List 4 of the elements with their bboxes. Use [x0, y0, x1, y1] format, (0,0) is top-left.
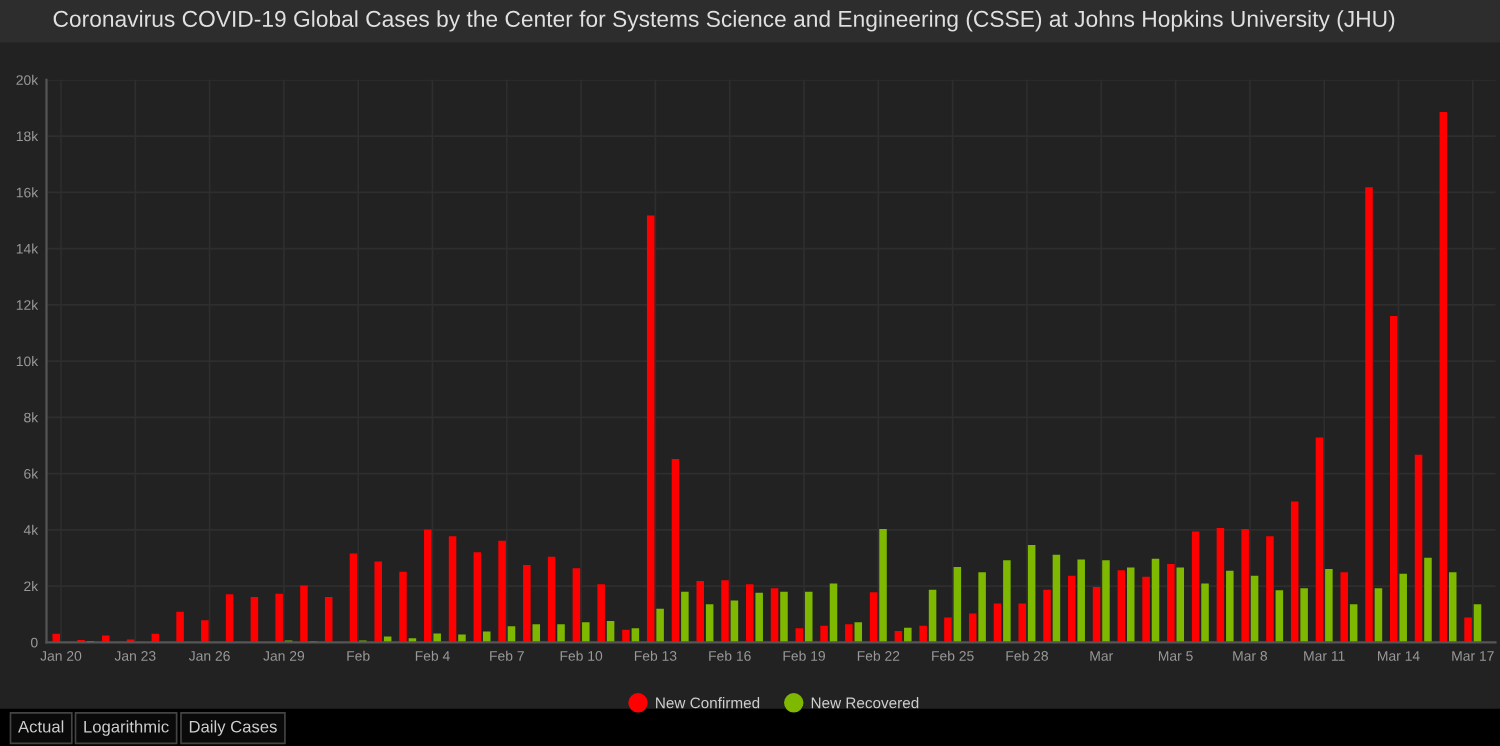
text: Actual	[18, 720, 64, 733]
text: Daily Cases	[189, 720, 277, 736]
chart-title: Coronavirus COVID-19 Global Cases by the Center for Systems Science and Engineering (CSSE) at Johns Hopkins University (JHU)	[53, 10, 1395, 32]
text: Logarithmic	[84, 720, 169, 736]
